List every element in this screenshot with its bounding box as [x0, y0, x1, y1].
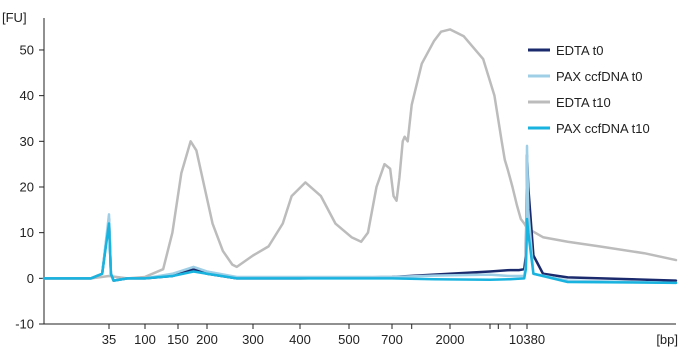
x-tick-label: 35	[102, 332, 116, 347]
y-tick-label: -10	[15, 317, 34, 332]
x-tick-label: 700	[381, 332, 403, 347]
y-tick-label: 0	[27, 271, 34, 286]
legend-label: PAX ccfDNA t0	[556, 69, 642, 84]
x-tick-label: 400	[289, 332, 311, 347]
x-tick-label: 2000	[436, 332, 465, 347]
x-tick-label: 150	[167, 332, 189, 347]
y-unit-label: [FU]	[2, 10, 27, 25]
x-tick-label: 500	[338, 332, 360, 347]
legend-label: PAX ccfDNA t10	[556, 121, 650, 136]
y-tick-label: 20	[20, 179, 34, 194]
y-tick-label: 40	[20, 88, 34, 103]
x-unit-label: [bp]	[656, 332, 678, 347]
series-line-pax-ccfdna-t0	[42, 144, 678, 285]
x-tick-label: 100	[134, 332, 156, 347]
x-tick-label: 300	[242, 332, 264, 347]
legend-label: EDTA t10	[556, 95, 611, 110]
legend-label: EDTA t0	[556, 43, 603, 58]
x-tick-label: 200	[196, 332, 218, 347]
x-tick-label: 10380	[509, 332, 545, 347]
series-line-pax-ccfdna-t10	[42, 217, 678, 285]
series-line-edta-t0	[42, 153, 678, 282]
series-line-edta-t10	[42, 28, 678, 280]
y-tick-label: 10	[20, 225, 34, 240]
y-tick-label: 50	[20, 42, 34, 57]
y-tick-label: 30	[20, 134, 34, 149]
